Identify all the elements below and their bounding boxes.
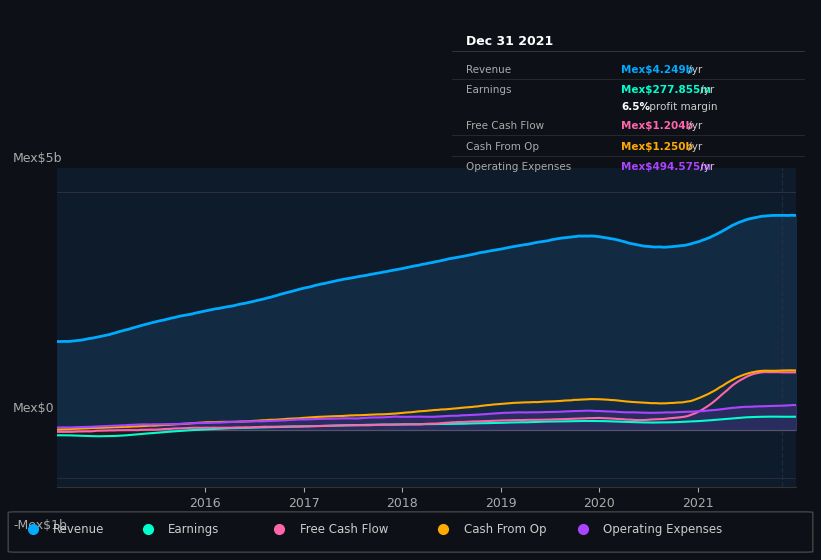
Text: Mex$277.855m: Mex$277.855m bbox=[621, 85, 711, 95]
Text: Earnings: Earnings bbox=[168, 522, 220, 536]
Text: /yr: /yr bbox=[685, 121, 702, 131]
Text: Free Cash Flow: Free Cash Flow bbox=[466, 121, 544, 131]
Text: /yr: /yr bbox=[685, 65, 702, 74]
Text: /yr: /yr bbox=[697, 162, 714, 172]
Text: /yr: /yr bbox=[697, 85, 714, 95]
Text: -Mex$1b: -Mex$1b bbox=[13, 519, 67, 532]
Text: Mex$4.249b: Mex$4.249b bbox=[621, 65, 693, 74]
Text: Revenue: Revenue bbox=[466, 65, 511, 74]
Text: Operating Expenses: Operating Expenses bbox=[466, 162, 571, 172]
Text: Earnings: Earnings bbox=[466, 85, 511, 95]
Text: profit margin: profit margin bbox=[646, 102, 718, 113]
Text: Operating Expenses: Operating Expenses bbox=[603, 522, 722, 536]
Text: Free Cash Flow: Free Cash Flow bbox=[300, 522, 388, 536]
Text: Mex$0: Mex$0 bbox=[13, 403, 55, 416]
Text: 6.5%: 6.5% bbox=[621, 102, 650, 113]
Text: Cash From Op: Cash From Op bbox=[464, 522, 546, 536]
Text: Revenue: Revenue bbox=[53, 522, 105, 536]
Text: Cash From Op: Cash From Op bbox=[466, 142, 539, 152]
Text: Mex$1.250b: Mex$1.250b bbox=[621, 142, 693, 152]
Text: /yr: /yr bbox=[685, 142, 702, 152]
Text: Mex$5b: Mex$5b bbox=[13, 152, 62, 165]
Text: Dec 31 2021: Dec 31 2021 bbox=[466, 35, 553, 48]
Text: Mex$494.575m: Mex$494.575m bbox=[621, 162, 711, 172]
Text: Mex$1.204b: Mex$1.204b bbox=[621, 121, 693, 131]
